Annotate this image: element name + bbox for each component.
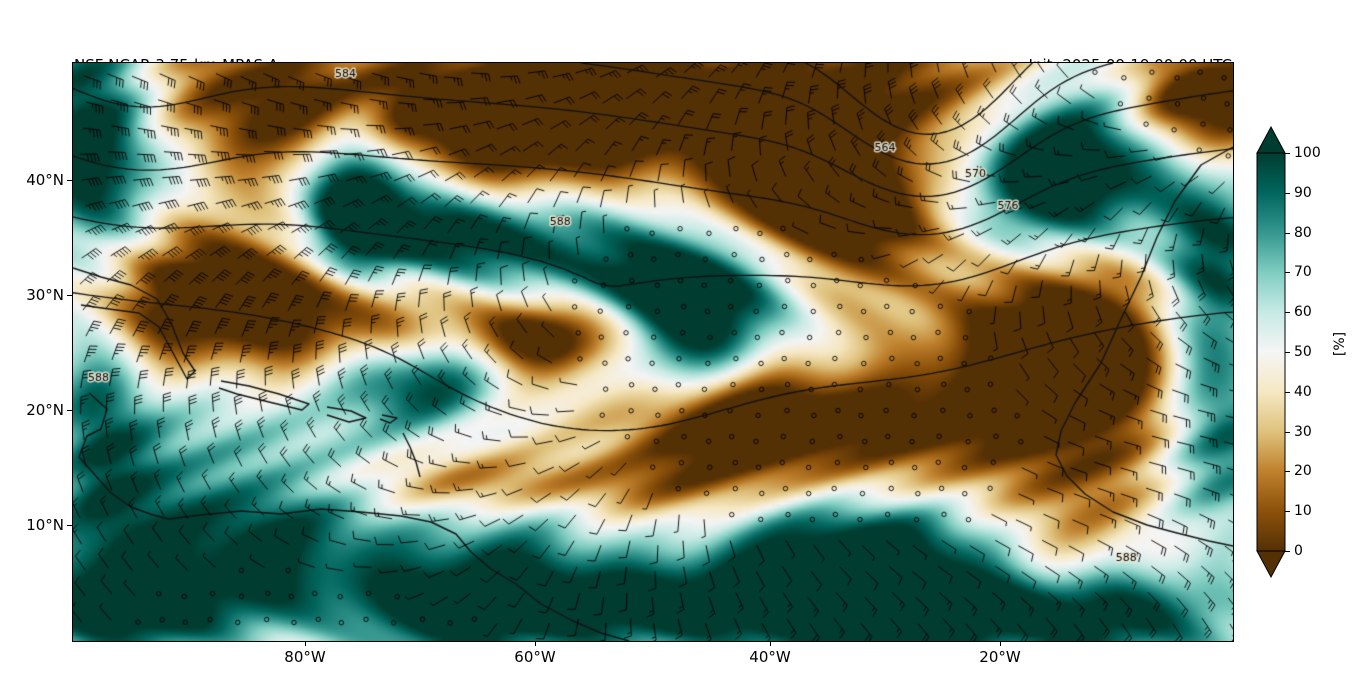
colorbar-gradient	[1256, 152, 1286, 552]
y-tick-mark	[67, 525, 72, 526]
colorbar-tick-label: 70	[1294, 264, 1312, 281]
colorbar-tick-mark	[1285, 192, 1290, 194]
colorbar-tick-mark	[1285, 153, 1290, 154]
colorbar-tick-label: 10	[1294, 503, 1312, 520]
colorbar-tick-mark	[1285, 312, 1290, 314]
colorbar-tick-mark	[1285, 471, 1290, 473]
y-tick-mark	[67, 180, 72, 181]
x-tick-mark	[770, 641, 771, 646]
colorbar-tick-label: 100	[1294, 145, 1321, 161]
x-tick-mark	[1000, 641, 1001, 646]
colorbar-tick-label: 30	[1294, 423, 1312, 440]
x-tick-mark	[305, 641, 306, 646]
colorbar-tick-mark	[1285, 431, 1290, 433]
y-axis-tick-label: 30°N	[26, 286, 64, 304]
map-plot-area	[72, 62, 1234, 642]
colorbar-unit-label: [%]	[1332, 331, 1348, 357]
colorbar-tick-label: 20	[1294, 463, 1312, 480]
colorbar-tick-label: 40	[1294, 383, 1312, 400]
x-axis-tick-label: 60°W	[514, 648, 556, 666]
x-tick-mark	[535, 641, 536, 646]
colorbar-arrow-bottom	[1256, 550, 1286, 578]
colorbar-tick-mark	[1285, 232, 1290, 234]
x-axis-tick-label: 80°W	[284, 648, 326, 666]
colorbar-tick-mark	[1285, 272, 1290, 274]
colorbar-tick-mark	[1285, 391, 1290, 393]
map-canvas	[73, 63, 1233, 641]
colorbar-tick-label: 90	[1294, 184, 1312, 201]
y-axis-tick-label: 10°N	[26, 516, 64, 534]
y-tick-mark	[67, 410, 72, 411]
y-axis-tick-label: 20°N	[26, 401, 64, 419]
colorbar-tick-label: 80	[1294, 224, 1312, 241]
colorbar-arrow-top	[1256, 126, 1286, 154]
x-axis-tick-label: 20°W	[979, 648, 1021, 666]
y-axis-tick-label: 40°N	[26, 171, 64, 189]
colorbar-tick-label: 60	[1294, 304, 1312, 321]
colorbar-tick-mark	[1285, 352, 1290, 353]
colorbar	[1256, 126, 1286, 578]
y-tick-mark	[67, 295, 72, 296]
colorbar-tick-label: 50	[1294, 344, 1312, 360]
colorbar-tick-label: 0	[1294, 543, 1303, 559]
x-axis-tick-label: 40°W	[749, 648, 791, 666]
colorbar-tick-mark	[1285, 511, 1290, 513]
colorbar-tick-mark	[1285, 551, 1290, 552]
